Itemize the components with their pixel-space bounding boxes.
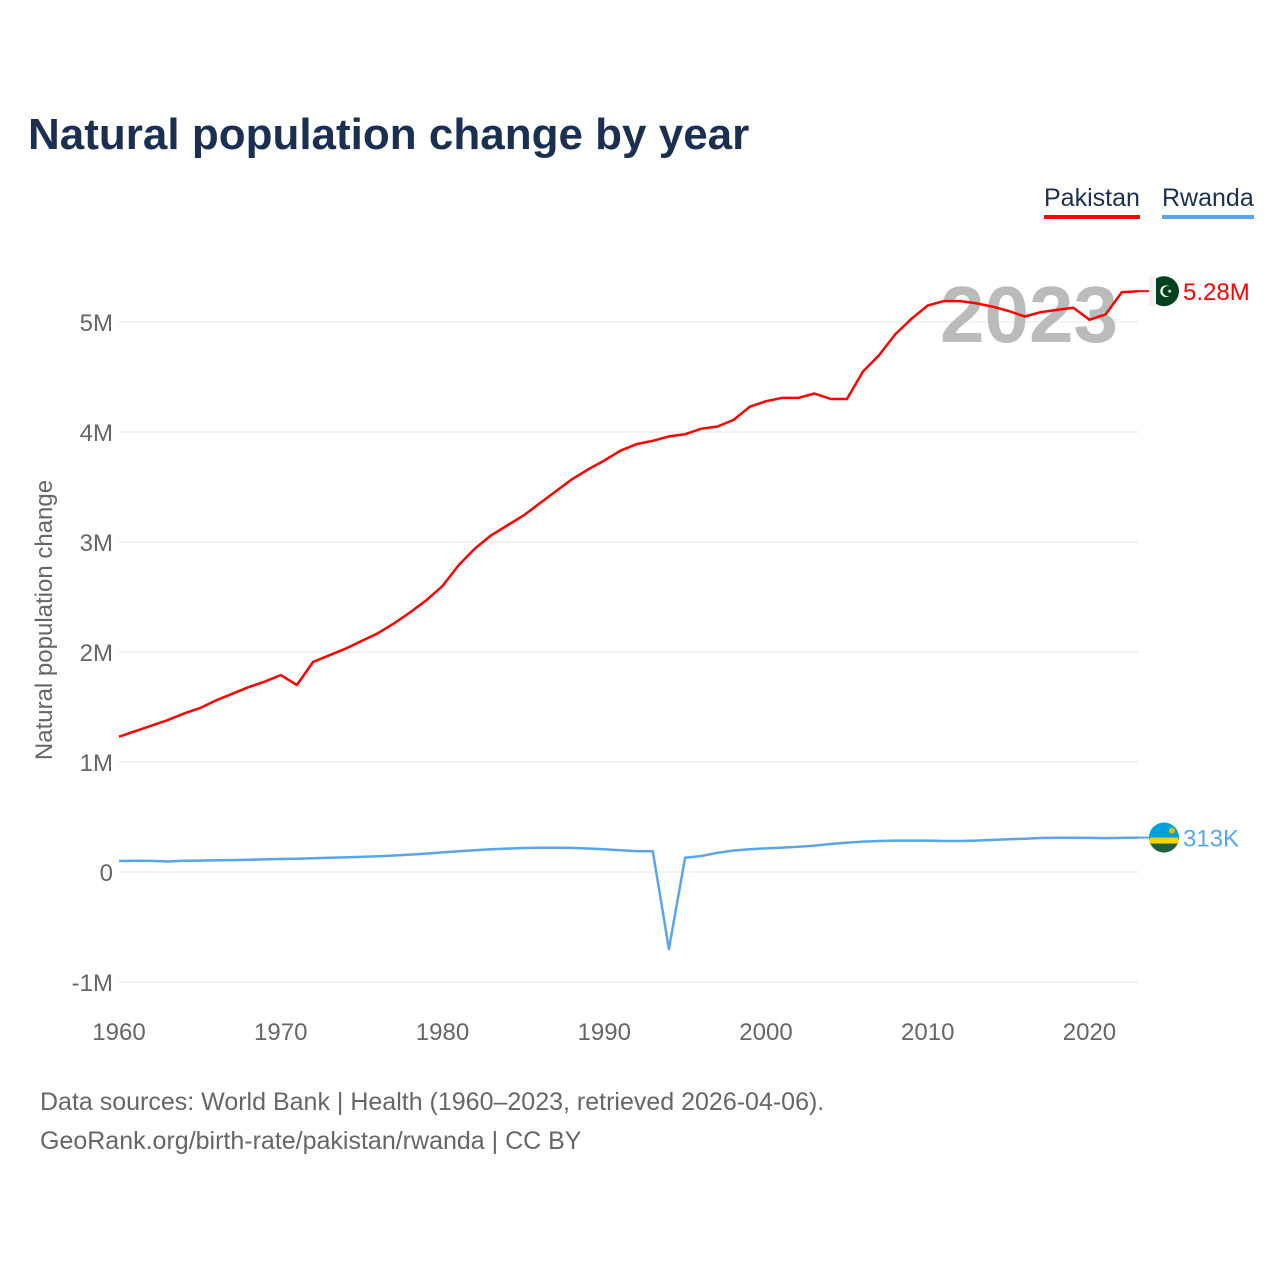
pakistan-flag-stripe	[1149, 276, 1156, 307]
footer-sources: Data sources: World Bank | Health (1960–…	[40, 1088, 825, 1116]
rwanda-flag-blue	[1149, 822, 1179, 838]
line-chart: -1M 0 1M 2M 3M 4M 5M 1960 1970 1980 1990 2000 2010 20…	[31, 270, 1250, 1046]
y-tick-label: 1M	[80, 750, 113, 777]
y-tick-label: 0	[100, 860, 113, 887]
y-tick-label: 3M	[80, 530, 113, 557]
x-tick-label: 1970	[254, 1019, 307, 1046]
chart-title: Natural population change by year	[28, 110, 750, 159]
x-tick-label: 1980	[416, 1019, 469, 1046]
legend-rwanda[interactable]: Rwanda	[1162, 184, 1254, 219]
series-line-rwanda	[118, 836, 1139, 951]
pakistan-flag-icon	[1149, 276, 1179, 307]
legend-pakistan[interactable]: Pakistan	[1044, 184, 1140, 219]
end-value-label: 313K	[1183, 826, 1239, 853]
y-tick-label: -1M	[72, 970, 113, 997]
series-line-pakistan	[118, 289, 1139, 738]
x-tick-label: 1960	[92, 1019, 145, 1046]
y-tick-label: 4M	[80, 420, 113, 447]
footer-link[interactable]: GeoRank.org/birth-rate/pakistan/rwanda |…	[40, 1127, 582, 1155]
sun-icon	[1169, 827, 1175, 834]
crescent-icon: ☪	[1159, 284, 1173, 301]
x-tick-label: 2000	[739, 1019, 792, 1046]
rwanda-flag-yellow	[1149, 837, 1179, 844]
end-value-label: 5.28M	[1183, 279, 1250, 306]
y-axis-label: Natural population change	[31, 480, 58, 760]
y-tick-label: 2M	[80, 640, 113, 667]
x-tick-label: 2010	[901, 1019, 954, 1046]
x-tick-label: 1990	[578, 1019, 631, 1046]
y-tick-label: 5M	[80, 310, 113, 337]
x-tick-label: 2020	[1063, 1019, 1116, 1046]
